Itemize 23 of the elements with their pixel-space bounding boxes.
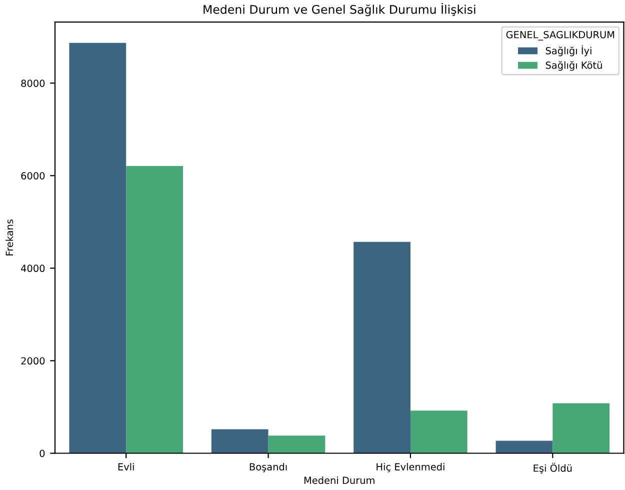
bar	[211, 429, 268, 454]
x-tick-label: Hiç Evlenmedi	[376, 462, 444, 472]
bar	[126, 166, 183, 454]
y-tick-label: 0	[40, 450, 45, 458]
y-tick-label: 4000	[21, 264, 45, 272]
y-axis-title: Frekans	[6, 219, 14, 256]
x-tick-label: Boşandı	[250, 462, 287, 472]
bar	[410, 410, 468, 454]
x-tick-label: Evli	[118, 462, 134, 470]
bar	[268, 436, 326, 454]
chart-title: Medeni Durum ve Genel Sağlık Durumu İlişkisi	[204, 2, 476, 16]
legend-label: Sağlığı Kötü	[546, 61, 602, 71]
legend-title: GENEL_SAGLIKDURUM	[506, 30, 614, 40]
x-axis-title: Medeni Durum	[304, 476, 374, 484]
y-tick-label: 2000	[21, 357, 45, 365]
bar	[496, 440, 553, 454]
legend-label: Sağlığı İyi	[546, 45, 592, 56]
bar	[552, 403, 610, 454]
bar	[354, 242, 410, 454]
y-tick-label: 8000	[21, 80, 45, 87]
y-tick-label: 6000	[21, 172, 45, 180]
bar	[69, 42, 126, 454]
x-tick-label: Eşi Öldü	[534, 462, 572, 474]
